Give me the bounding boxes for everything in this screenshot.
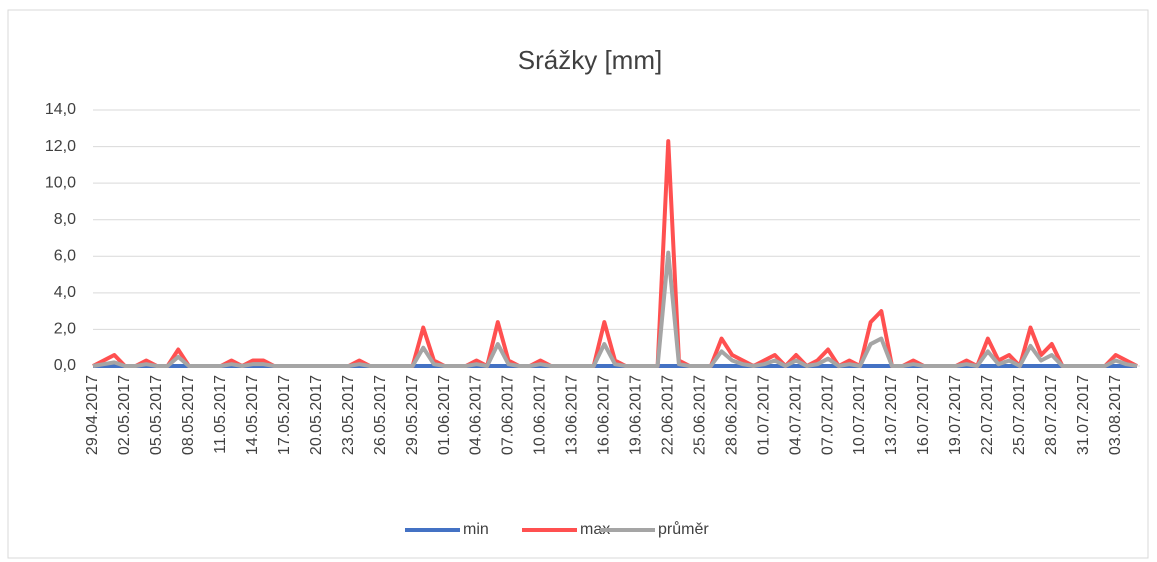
- x-tick-label: 10.06.2017: [532, 375, 549, 455]
- x-tick-label: 16.07.2017: [915, 375, 932, 455]
- y-tick-label: 10,0: [45, 174, 76, 191]
- x-tick-label: 07.06.2017: [500, 375, 517, 455]
- x-tick-label: 26.05.2017: [372, 375, 389, 455]
- x-tick-label: 19.06.2017: [628, 375, 645, 455]
- chart-title: Srážky [mm]: [518, 45, 662, 75]
- x-tick-label: 08.05.2017: [180, 375, 197, 455]
- x-tick-label: 04.06.2017: [468, 375, 485, 455]
- x-tick-label: 13.07.2017: [883, 375, 900, 455]
- x-tick-label: 28.06.2017: [723, 375, 740, 455]
- y-tick-label: 8,0: [54, 211, 76, 228]
- x-tick-label: 19.07.2017: [947, 375, 964, 455]
- x-tick-label: 10.07.2017: [851, 375, 868, 455]
- y-tick-label: 2,0: [54, 321, 76, 338]
- y-tick-label: 14,0: [45, 101, 76, 118]
- legend-label: průměr: [658, 520, 709, 538]
- x-tick-label: 20.05.2017: [308, 375, 325, 455]
- x-tick-label: 29.05.2017: [404, 375, 421, 455]
- x-tick-label: 02.05.2017: [116, 375, 133, 455]
- x-tick-label: 28.07.2017: [1043, 375, 1060, 455]
- x-tick-label: 25.07.2017: [1011, 375, 1028, 455]
- x-tick-label: 13.06.2017: [564, 375, 581, 455]
- x-tick-label: 01.07.2017: [755, 375, 772, 455]
- y-tick-label: 4,0: [54, 284, 76, 301]
- x-tick-label: 07.07.2017: [819, 375, 836, 455]
- x-tick-label: 23.05.2017: [340, 375, 357, 455]
- chart-border: [7, 9, 1149, 559]
- x-tick-label: 05.05.2017: [148, 375, 165, 455]
- x-tick-label: 01.06.2017: [436, 375, 453, 455]
- y-tick-label: 12,0: [45, 138, 76, 155]
- series-line: [92, 250, 1138, 368]
- legend-label: max: [580, 521, 610, 538]
- x-tick-label: 31.07.2017: [1075, 375, 1092, 455]
- x-tick-label: 22.07.2017: [979, 375, 996, 455]
- y-tick-label: 0,0: [54, 357, 76, 374]
- x-tick-label: 16.06.2017: [596, 375, 613, 455]
- x-tick-label: 14.05.2017: [244, 375, 261, 455]
- legend-label: min: [463, 521, 489, 538]
- x-tick-label: 22.06.2017: [659, 375, 676, 455]
- y-tick-label: 6,0: [54, 248, 76, 265]
- x-tick-label: 17.05.2017: [276, 375, 293, 455]
- x-tick-label: 03.08.2017: [1107, 375, 1124, 455]
- x-tick-label: 25.06.2017: [691, 375, 708, 455]
- x-tick-label: 04.07.2017: [787, 375, 804, 455]
- x-tick-label: 29.04.2017: [84, 375, 101, 455]
- x-tick-label: 11.05.2017: [212, 375, 229, 454]
